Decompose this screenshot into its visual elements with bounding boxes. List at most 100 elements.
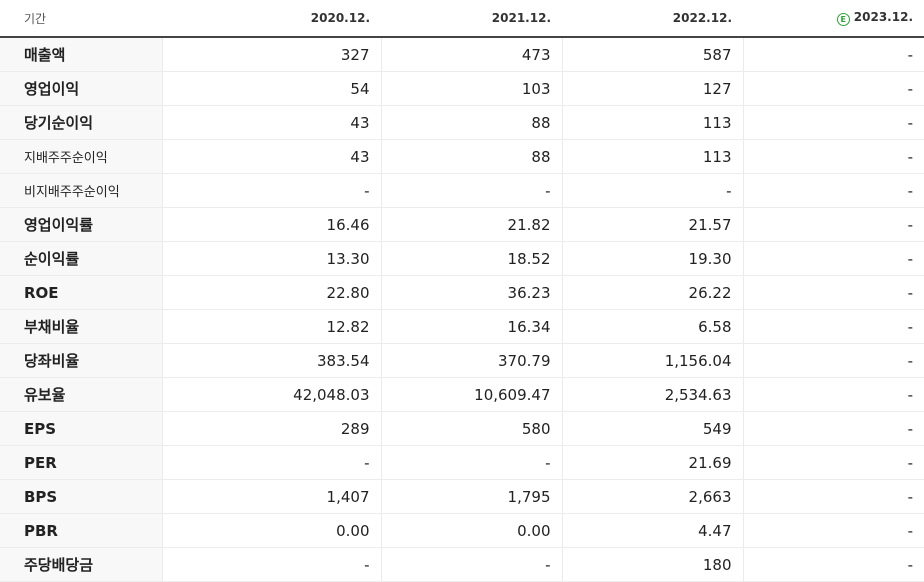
value-cell: 88 xyxy=(381,139,563,174)
value-cell: 16.46 xyxy=(162,207,382,242)
value-cell: - xyxy=(743,377,924,412)
row-label: 지배주주순이익 xyxy=(0,139,163,174)
value-cell: 18.52 xyxy=(381,241,563,276)
value-cell: 21.69 xyxy=(562,445,744,480)
value-cell: 127 xyxy=(562,71,744,106)
value-cell: 26.22 xyxy=(562,275,744,310)
table-row: 부채비율 12.82 16.34 6.58- xyxy=(0,309,924,344)
value-cell: 1,156.04 xyxy=(562,343,744,378)
value-cell: - xyxy=(562,173,744,208)
value-cell: 43 xyxy=(162,139,382,174)
row-label: PBR xyxy=(0,513,163,548)
period-header-2022: 2022.12. xyxy=(562,0,743,38)
value-cell: 327 xyxy=(162,37,382,72)
value-cell: 10,609.47 xyxy=(381,377,563,412)
table-row: 지배주주순이익 43 88 113- xyxy=(0,139,924,174)
row-label: 비지배주주순이익 xyxy=(0,173,163,208)
value-cell: 0.00 xyxy=(162,513,382,548)
table-row: BPS 1,407 1,795 2,663- xyxy=(0,479,924,514)
table-row: 당기순이익 43 88 113- xyxy=(0,105,924,140)
value-cell: - xyxy=(743,479,924,514)
period-header-2020: 2020.12. xyxy=(162,0,381,38)
estimate-icon: E xyxy=(836,13,850,26)
value-cell: - xyxy=(743,139,924,174)
value-cell: 113 xyxy=(562,105,744,140)
value-cell: 22.80 xyxy=(162,275,382,310)
table-row: 주당배당금 - -180- xyxy=(0,547,924,582)
row-label: 부채비율 xyxy=(0,309,163,344)
value-cell: 6.58 xyxy=(562,309,744,344)
row-label: 당좌비율 xyxy=(0,343,163,378)
table-row: PER - -21.69- xyxy=(0,445,924,480)
value-cell: - xyxy=(743,241,924,276)
value-cell: 2,663 xyxy=(562,479,744,514)
value-cell: 21.57 xyxy=(562,207,744,242)
value-cell: 113 xyxy=(562,139,744,174)
value-cell: - xyxy=(743,343,924,378)
value-cell: 2,534.63 xyxy=(562,377,744,412)
value-cell: 13.30 xyxy=(162,241,382,276)
table-header: 기간 2020.12. 2021.12. 2022.12. E 2023.12. xyxy=(0,0,924,38)
value-cell: - xyxy=(743,37,924,72)
row-label: 영업이익률 xyxy=(0,207,163,242)
value-cell: 12.82 xyxy=(162,309,382,344)
row-label: 유보율 xyxy=(0,377,163,412)
value-cell: 16.34 xyxy=(381,309,563,344)
value-cell: 587 xyxy=(562,37,744,72)
row-label: EPS xyxy=(0,411,163,446)
value-cell: - xyxy=(743,105,924,140)
value-cell: - xyxy=(743,173,924,208)
period-header-2021: 2021.12. xyxy=(381,0,562,38)
row-label: 매출액 xyxy=(0,37,163,72)
value-cell: - xyxy=(743,309,924,344)
value-cell: - xyxy=(162,547,382,582)
value-cell: 36.23 xyxy=(381,275,563,310)
value-cell: - xyxy=(743,411,924,446)
value-cell: - xyxy=(743,207,924,242)
value-cell: 180 xyxy=(562,547,744,582)
row-label: 순이익률 xyxy=(0,241,163,276)
row-label: PER xyxy=(0,445,163,480)
table-row: PBR 0.00 0.00 4.47- xyxy=(0,513,924,548)
row-label: ROE xyxy=(0,275,163,310)
table-row: 영업이익률 16.46 21.82 21.57- xyxy=(0,207,924,242)
value-cell: - xyxy=(743,513,924,548)
table-body: 매출액 327 473 587- 영업이익 54 103 127- 당기순이익 43 88 113- 지… xyxy=(0,37,924,582)
value-cell: 42,048.03 xyxy=(162,377,382,412)
value-cell: 1,407 xyxy=(162,479,382,514)
value-cell: 0.00 xyxy=(381,513,563,548)
row-label: 주당배당금 xyxy=(0,547,163,582)
table-row: EPS 289 580 549- xyxy=(0,411,924,446)
table-row: 영업이익 54 103 127- xyxy=(0,71,924,106)
period-header-2023-estimate: E 2023.12. xyxy=(743,0,924,38)
period-header-2023-label: 2023.12. xyxy=(853,10,913,24)
value-cell: 4.47 xyxy=(562,513,744,548)
value-cell: 289 xyxy=(162,411,382,446)
value-cell: 370.79 xyxy=(381,343,563,378)
value-cell: - xyxy=(381,445,563,480)
row-label: 당기순이익 xyxy=(0,105,163,140)
header-row: 기간 2020.12. 2021.12. 2022.12. E 2023.12. xyxy=(0,0,924,38)
value-cell: 549 xyxy=(562,411,744,446)
value-cell: - xyxy=(162,173,382,208)
value-cell: 1,795 xyxy=(381,479,563,514)
value-cell: - xyxy=(381,173,563,208)
table-row: ROE 22.80 36.23 26.22- xyxy=(0,275,924,310)
value-cell: 383.54 xyxy=(162,343,382,378)
table-row: 순이익률 13.30 18.52 19.30- xyxy=(0,241,924,276)
table-row: 유보율 42,048.03 10,609.47 2,534.63- xyxy=(0,377,924,412)
period-label-header: 기간 xyxy=(0,0,162,38)
value-cell: 473 xyxy=(381,37,563,72)
table-row: 비지배주주순이익 - - - - xyxy=(0,173,924,208)
value-cell: 580 xyxy=(381,411,563,446)
value-cell: - xyxy=(743,275,924,310)
table-row: 매출액 327 473 587- xyxy=(0,37,924,72)
value-cell: - xyxy=(162,445,382,480)
row-label: BPS xyxy=(0,479,163,514)
value-cell: - xyxy=(743,71,924,106)
value-cell: 19.30 xyxy=(562,241,744,276)
value-cell: 54 xyxy=(162,71,382,106)
table-row: 당좌비율 383.54 370.79 1,156.04- xyxy=(0,343,924,378)
value-cell: 103 xyxy=(381,71,563,106)
